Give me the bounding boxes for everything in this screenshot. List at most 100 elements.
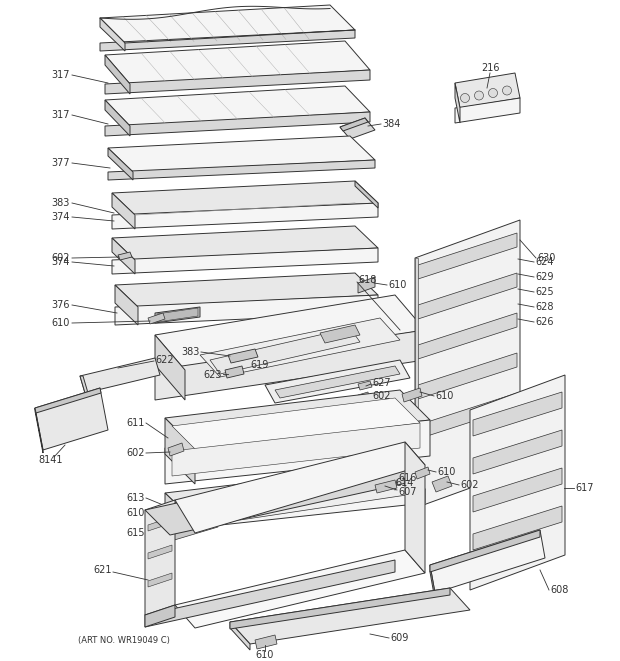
Polygon shape bbox=[402, 388, 422, 402]
Polygon shape bbox=[455, 98, 520, 123]
Polygon shape bbox=[105, 70, 370, 94]
Text: 629: 629 bbox=[535, 272, 554, 282]
Polygon shape bbox=[105, 41, 370, 84]
Text: 376: 376 bbox=[51, 300, 70, 310]
Polygon shape bbox=[168, 443, 184, 456]
Text: 615: 615 bbox=[126, 528, 145, 538]
Polygon shape bbox=[148, 573, 172, 587]
Polygon shape bbox=[418, 353, 517, 399]
Text: 374: 374 bbox=[51, 257, 70, 267]
Polygon shape bbox=[172, 398, 420, 451]
Text: 8141: 8141 bbox=[38, 455, 63, 465]
Polygon shape bbox=[200, 318, 400, 377]
Polygon shape bbox=[80, 358, 160, 393]
Text: 607: 607 bbox=[398, 487, 417, 497]
Polygon shape bbox=[430, 530, 545, 593]
Circle shape bbox=[461, 93, 469, 102]
Polygon shape bbox=[145, 455, 420, 535]
Polygon shape bbox=[358, 381, 372, 390]
Text: 624: 624 bbox=[535, 257, 554, 267]
Polygon shape bbox=[165, 420, 430, 484]
Polygon shape bbox=[105, 112, 370, 136]
Polygon shape bbox=[112, 238, 135, 274]
Polygon shape bbox=[175, 442, 425, 533]
Polygon shape bbox=[145, 500, 175, 615]
Polygon shape bbox=[165, 465, 425, 517]
Polygon shape bbox=[155, 307, 200, 323]
Polygon shape bbox=[112, 226, 378, 260]
Text: 317: 317 bbox=[51, 110, 70, 120]
Polygon shape bbox=[168, 512, 184, 525]
Text: 610: 610 bbox=[126, 508, 145, 518]
Polygon shape bbox=[165, 489, 425, 531]
Polygon shape bbox=[375, 480, 397, 493]
Polygon shape bbox=[470, 375, 565, 590]
Circle shape bbox=[502, 86, 512, 95]
Text: 610: 610 bbox=[256, 650, 274, 660]
Text: 630: 630 bbox=[537, 253, 556, 263]
Polygon shape bbox=[455, 83, 460, 123]
Text: 619: 619 bbox=[250, 360, 268, 370]
Text: (ART NO. WR19049 C): (ART NO. WR19049 C) bbox=[78, 637, 170, 646]
Text: 384: 384 bbox=[382, 119, 401, 129]
Polygon shape bbox=[415, 467, 430, 479]
Polygon shape bbox=[418, 393, 517, 439]
Polygon shape bbox=[230, 588, 470, 644]
Polygon shape bbox=[115, 285, 138, 325]
Text: 614: 614 bbox=[395, 478, 414, 488]
Polygon shape bbox=[430, 565, 435, 600]
Polygon shape bbox=[105, 100, 130, 136]
Polygon shape bbox=[148, 517, 172, 531]
Polygon shape bbox=[145, 560, 395, 627]
Polygon shape bbox=[112, 203, 378, 229]
Polygon shape bbox=[157, 308, 198, 322]
Polygon shape bbox=[118, 252, 132, 260]
Polygon shape bbox=[115, 295, 378, 325]
Polygon shape bbox=[105, 55, 130, 94]
Text: 377: 377 bbox=[51, 158, 70, 168]
Polygon shape bbox=[432, 476, 452, 492]
Polygon shape bbox=[415, 258, 418, 508]
Polygon shape bbox=[473, 392, 562, 436]
Text: 610: 610 bbox=[388, 280, 406, 290]
Polygon shape bbox=[112, 248, 378, 274]
Text: 602: 602 bbox=[372, 391, 391, 401]
Text: 609: 609 bbox=[390, 633, 409, 643]
Text: 374: 374 bbox=[51, 212, 70, 222]
Polygon shape bbox=[455, 73, 520, 108]
Polygon shape bbox=[265, 360, 410, 403]
Polygon shape bbox=[225, 366, 244, 378]
Polygon shape bbox=[405, 442, 425, 573]
Polygon shape bbox=[418, 233, 517, 279]
Text: 611: 611 bbox=[126, 418, 145, 428]
Text: 602: 602 bbox=[51, 253, 70, 263]
Text: 610: 610 bbox=[437, 467, 455, 477]
Text: 621: 621 bbox=[94, 565, 112, 575]
Text: 626: 626 bbox=[535, 317, 554, 327]
Polygon shape bbox=[155, 335, 185, 400]
Polygon shape bbox=[115, 273, 378, 307]
Polygon shape bbox=[165, 493, 190, 531]
Text: 216: 216 bbox=[480, 63, 499, 73]
Circle shape bbox=[489, 89, 497, 98]
Polygon shape bbox=[418, 313, 517, 359]
Text: 613: 613 bbox=[126, 493, 145, 503]
Polygon shape bbox=[340, 118, 368, 131]
Polygon shape bbox=[108, 148, 133, 180]
Polygon shape bbox=[358, 277, 375, 293]
Text: 317: 317 bbox=[51, 70, 70, 80]
Polygon shape bbox=[355, 181, 378, 208]
Polygon shape bbox=[473, 506, 562, 550]
Polygon shape bbox=[430, 530, 540, 572]
Text: 608: 608 bbox=[550, 585, 569, 595]
Polygon shape bbox=[220, 471, 420, 520]
Polygon shape bbox=[35, 388, 108, 450]
Polygon shape bbox=[80, 376, 88, 393]
Text: 602: 602 bbox=[126, 448, 145, 458]
Text: 622: 622 bbox=[155, 355, 174, 365]
Polygon shape bbox=[320, 325, 360, 343]
Polygon shape bbox=[275, 366, 400, 398]
Polygon shape bbox=[35, 408, 43, 453]
Circle shape bbox=[474, 91, 484, 100]
Polygon shape bbox=[165, 418, 195, 484]
